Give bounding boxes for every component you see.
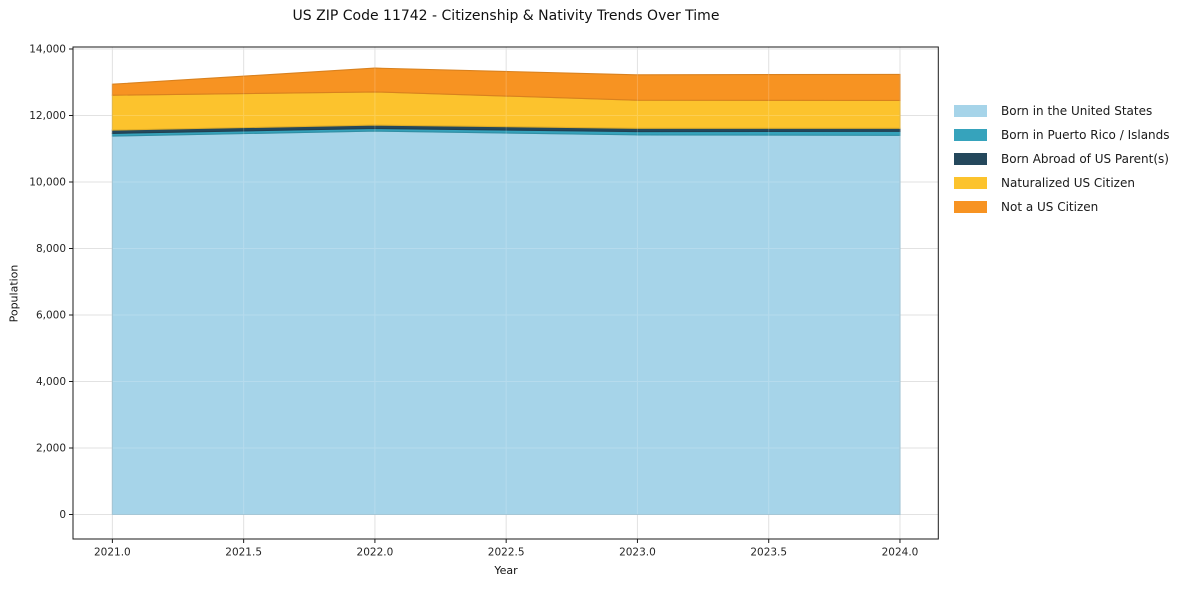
legend-swatch <box>954 104 987 117</box>
x-tick-label: 2023.5 <box>750 547 787 559</box>
legend-label: Born in Puerto Rico / Islands <box>1001 127 1170 142</box>
legend-item: Naturalized US Citizen <box>954 175 1170 190</box>
legend-label: Born Abroad of US Parent(s) <box>1001 151 1169 166</box>
stacked-areas <box>111 67 901 516</box>
legend-item: Born in the United States <box>954 103 1170 118</box>
legend-item: Not a US Citizen <box>954 199 1170 214</box>
x-axis-title: Year <box>494 564 518 577</box>
x-tick-label: 2023.0 <box>619 547 656 559</box>
axis-ticks: 2021.0 2021.5 2022.0 2022.5 2023.0 2023.5 2024… <box>29 43 918 558</box>
y-tick-label: 6,000 <box>36 309 66 321</box>
y-tick-label: 0 <box>59 509 66 521</box>
y-tick-label: 12,000 <box>29 110 66 122</box>
legend-label: Naturalized US Citizen <box>1001 175 1135 190</box>
x-tick-label: 2024.0 <box>882 547 919 559</box>
x-tick-label: 2022.5 <box>488 547 525 559</box>
area-band <box>111 67 901 101</box>
legend-swatch <box>954 152 987 165</box>
y-axis-title: Population <box>7 264 21 323</box>
legend-label: Not a US Citizen <box>1001 199 1099 214</box>
y-tick-label: 8,000 <box>36 243 66 255</box>
legend: Born in the United States Born in Puerto… <box>954 104 1170 224</box>
legend-swatch <box>954 176 987 189</box>
legend-item: Born in Puerto Rico / Islands <box>954 127 1170 142</box>
legend-label: Born in the United States <box>1001 103 1153 118</box>
x-tick-label: 2021.0 <box>94 547 131 559</box>
legend-swatch <box>954 128 987 141</box>
x-tick-label: 2021.5 <box>225 547 262 559</box>
legend-item: Born Abroad of US Parent(s) <box>954 151 1170 166</box>
y-tick-label: 4,000 <box>36 376 66 388</box>
chart-title: US ZIP Code 11742 - Citizenship & Nativi… <box>292 8 720 24</box>
y-tick-label: 2,000 <box>36 442 66 454</box>
legend-swatch <box>954 200 987 213</box>
y-tick-label: 14,000 <box>29 43 66 55</box>
x-tick-label: 2022.0 <box>357 547 394 559</box>
y-tick-label: 10,000 <box>29 176 66 188</box>
grid-overlay <box>73 47 939 539</box>
plot-border <box>72 46 939 540</box>
